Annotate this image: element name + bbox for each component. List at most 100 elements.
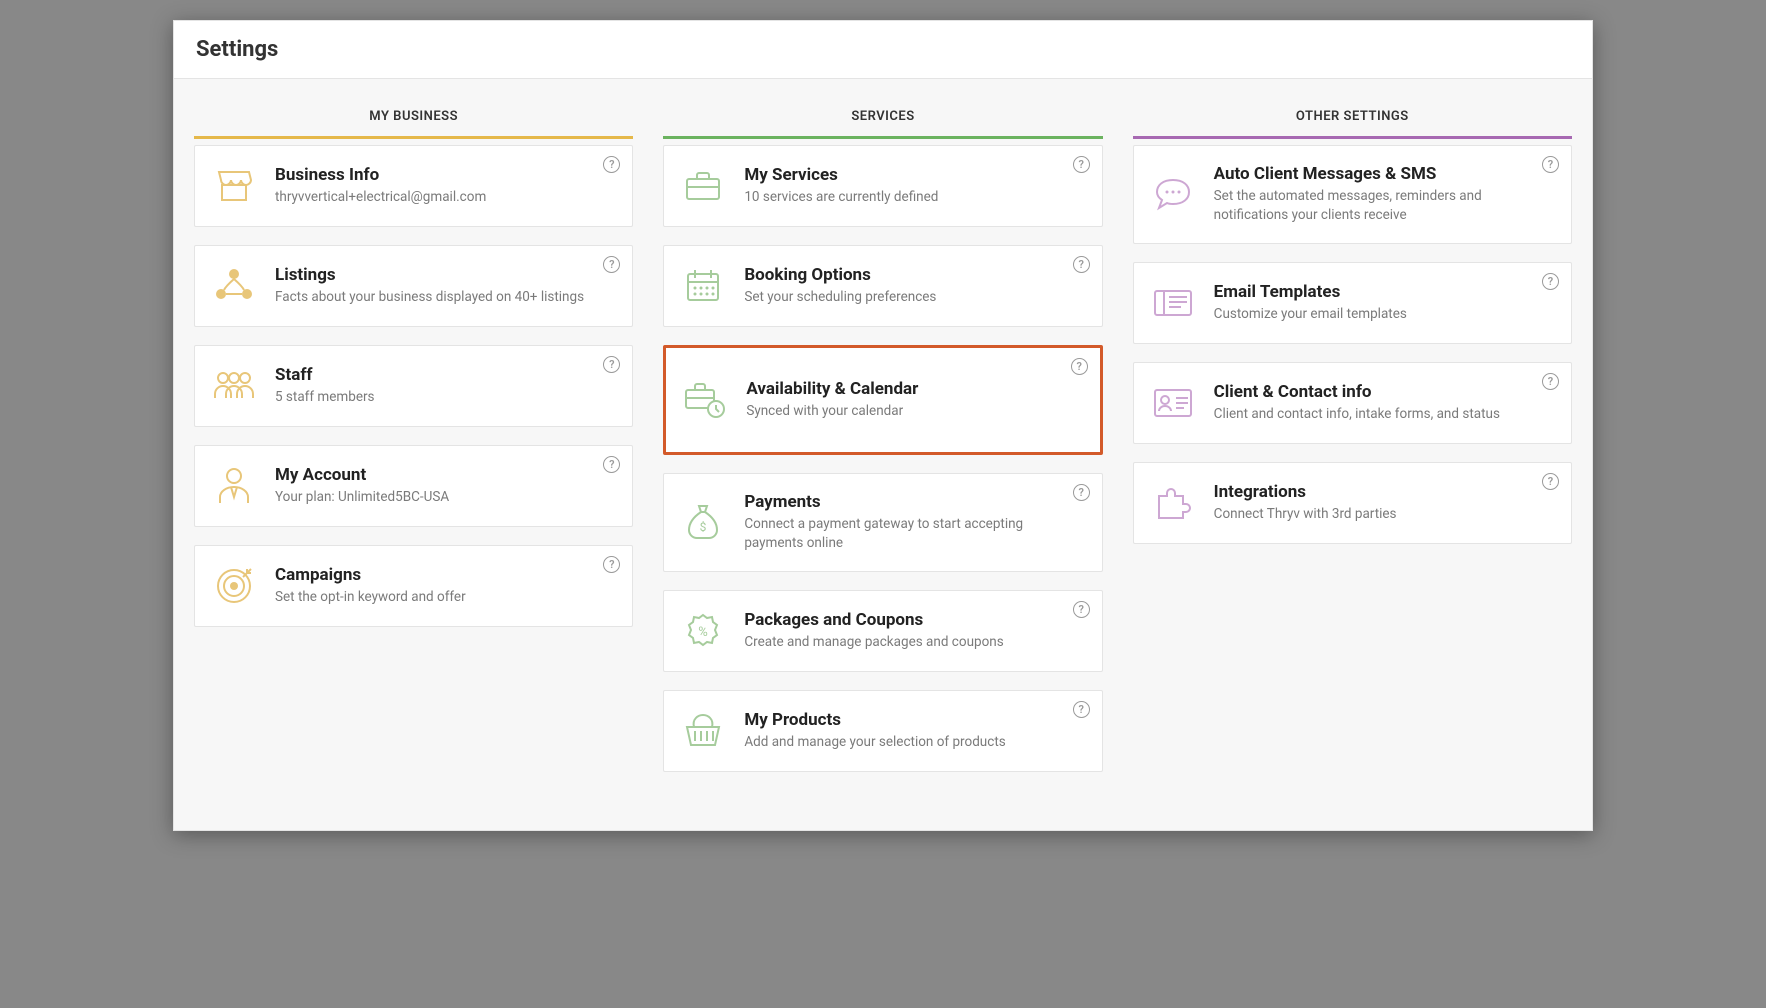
card-subtitle: Create and manage packages and coupons (744, 633, 1083, 652)
card-auto-messages[interactable]: ? Auto Client Messages & SMS Set the aut… (1133, 145, 1572, 244)
column-header-other: OTHER SETTINGS (1133, 109, 1572, 136)
card-availability-calendar[interactable]: ? Availability & Calendar Synced with yo… (663, 345, 1102, 455)
help-icon[interactable]: ? (603, 556, 620, 573)
help-icon[interactable]: ? (603, 356, 620, 373)
card-subtitle: Connect Thryv with 3rd parties (1214, 505, 1553, 524)
help-icon[interactable]: ? (603, 256, 620, 273)
card-title: My Products (744, 710, 1083, 730)
card-subtitle: Add and manage your selection of product… (744, 733, 1083, 752)
card-subtitle: Set your scheduling preferences (744, 288, 1083, 307)
card-packages-coupons[interactable]: ? % Packages and Coupons Create and mana… (663, 590, 1102, 672)
card-body: Campaigns Set the opt-in keyword and off… (275, 565, 614, 607)
card-body: My Services 10 services are currently de… (744, 165, 1083, 207)
briefcase-clock-icon (680, 378, 730, 422)
card-title: Payments (744, 492, 1083, 512)
help-icon[interactable]: ? (1073, 156, 1090, 173)
newspaper-icon (1148, 281, 1198, 325)
column-accent-services (663, 136, 1102, 139)
help-icon[interactable]: ? (1071, 358, 1088, 375)
help-icon[interactable]: ? (1542, 373, 1559, 390)
card-body: Availability & Calendar Synced with your… (746, 379, 1081, 421)
card-my-products[interactable]: ? My Products Add and manage your select… (663, 690, 1102, 772)
user-tie-icon (209, 464, 259, 508)
help-icon[interactable]: ? (603, 456, 620, 473)
briefcase-icon (678, 164, 728, 208)
card-title: Booking Options (744, 265, 1083, 285)
help-icon[interactable]: ? (1073, 256, 1090, 273)
card-client-contact-info[interactable]: ? Client & Contact info Client and conta… (1133, 362, 1572, 444)
card-body: Auto Client Messages & SMS Set the autom… (1214, 164, 1553, 225)
card-title: Listings (275, 265, 614, 285)
card-listings[interactable]: ? Listings Facts about your business dis… (194, 245, 633, 327)
help-icon[interactable]: ? (1542, 156, 1559, 173)
chat-bubble-icon (1148, 172, 1198, 216)
card-body: Integrations Connect Thryv with 3rd part… (1214, 482, 1553, 524)
card-title: Client & Contact info (1214, 382, 1553, 402)
card-subtitle: Set the automated messages, reminders an… (1214, 187, 1553, 225)
card-my-account[interactable]: ? My Account Your plan: Unlimited5BC-USA (194, 445, 633, 527)
settings-page: Settings MY BUSINESS ? Business Info thr… (173, 20, 1593, 831)
card-business-info[interactable]: ? Business Info thryvvertical+electrical… (194, 145, 633, 227)
card-title: Auto Client Messages & SMS (1214, 164, 1553, 184)
card-title: Integrations (1214, 482, 1553, 502)
card-subtitle: Facts about your business displayed on 4… (275, 288, 614, 307)
card-title: Staff (275, 365, 614, 385)
card-body: Payments Connect a payment gateway to st… (744, 492, 1083, 553)
column-accent-other (1133, 136, 1572, 139)
card-body: Listings Facts about your business displ… (275, 265, 614, 307)
card-booking-options[interactable]: ? Booking Options Set your scheduling pr… (663, 245, 1102, 327)
percent-badge-icon: % (678, 609, 728, 653)
column-header-services: SERVICES (663, 109, 1102, 136)
titlebar: Settings (174, 21, 1592, 79)
card-subtitle: Set the opt-in keyword and offer (275, 588, 614, 607)
card-subtitle: Your plan: Unlimited5BC-USA (275, 488, 614, 507)
help-icon[interactable]: ? (1542, 273, 1559, 290)
storefront-icon (209, 164, 259, 208)
svg-text:$: $ (700, 520, 707, 534)
settings-columns: MY BUSINESS ? Business Info thryvvertica… (174, 79, 1592, 830)
card-subtitle: Synced with your calendar (746, 402, 1081, 421)
help-icon[interactable]: ? (1073, 601, 1090, 618)
column-business: MY BUSINESS ? Business Info thryvvertica… (194, 109, 633, 645)
card-title: Business Info (275, 165, 614, 185)
card-title: Availability & Calendar (746, 379, 1081, 399)
column-services: SERVICES ? My Services 10 services are c… (663, 109, 1102, 790)
card-body: Email Templates Customize your email tem… (1214, 282, 1553, 324)
card-title: Campaigns (275, 565, 614, 585)
column-other: OTHER SETTINGS ? Auto Client Messages & … (1133, 109, 1572, 562)
card-email-templates[interactable]: ? Email Templates Customize your email t… (1133, 262, 1572, 344)
help-icon[interactable]: ? (1073, 701, 1090, 718)
card-my-services[interactable]: ? My Services 10 services are currently … (663, 145, 1102, 227)
card-staff[interactable]: ? Staff 5 staff members (194, 345, 633, 427)
calendar-icon (678, 264, 728, 308)
people-icon (209, 364, 259, 408)
card-body: My Products Add and manage your selectio… (744, 710, 1083, 752)
card-subtitle: 5 staff members (275, 388, 614, 407)
card-subtitle: Client and contact info, intake forms, a… (1214, 405, 1553, 424)
card-body: Business Info thryvvertical+electrical@g… (275, 165, 614, 207)
page-title: Settings (196, 37, 1570, 62)
card-body: My Account Your plan: Unlimited5BC-USA (275, 465, 614, 507)
card-body: Client & Contact info Client and contact… (1214, 382, 1553, 424)
card-body: Packages and Coupons Create and manage p… (744, 610, 1083, 652)
card-title: My Account (275, 465, 614, 485)
card-subtitle: thryvvertical+electrical@gmail.com (275, 188, 614, 207)
card-subtitle: Connect a payment gateway to start accep… (744, 515, 1083, 553)
puzzle-icon (1148, 481, 1198, 525)
moneybag-icon: $ (678, 500, 728, 544)
card-subtitle: Customize your email templates (1214, 305, 1553, 324)
card-campaigns[interactable]: ? Campaigns Set the opt-in keyword and o… (194, 545, 633, 627)
column-accent-business (194, 136, 633, 139)
help-icon[interactable]: ? (1073, 484, 1090, 501)
card-title: Email Templates (1214, 282, 1553, 302)
card-integrations[interactable]: ? Integrations Connect Thryv with 3rd pa… (1133, 462, 1572, 544)
id-card-icon (1148, 381, 1198, 425)
target-icon (209, 564, 259, 608)
help-icon[interactable]: ? (603, 156, 620, 173)
help-icon[interactable]: ? (1542, 473, 1559, 490)
svg-text:%: % (699, 625, 709, 640)
card-body: Booking Options Set your scheduling pref… (744, 265, 1083, 307)
column-header-business: MY BUSINESS (194, 109, 633, 136)
card-payments[interactable]: ? $ Payments Connect a payment gateway t… (663, 473, 1102, 572)
card-subtitle: 10 services are currently defined (744, 188, 1083, 207)
